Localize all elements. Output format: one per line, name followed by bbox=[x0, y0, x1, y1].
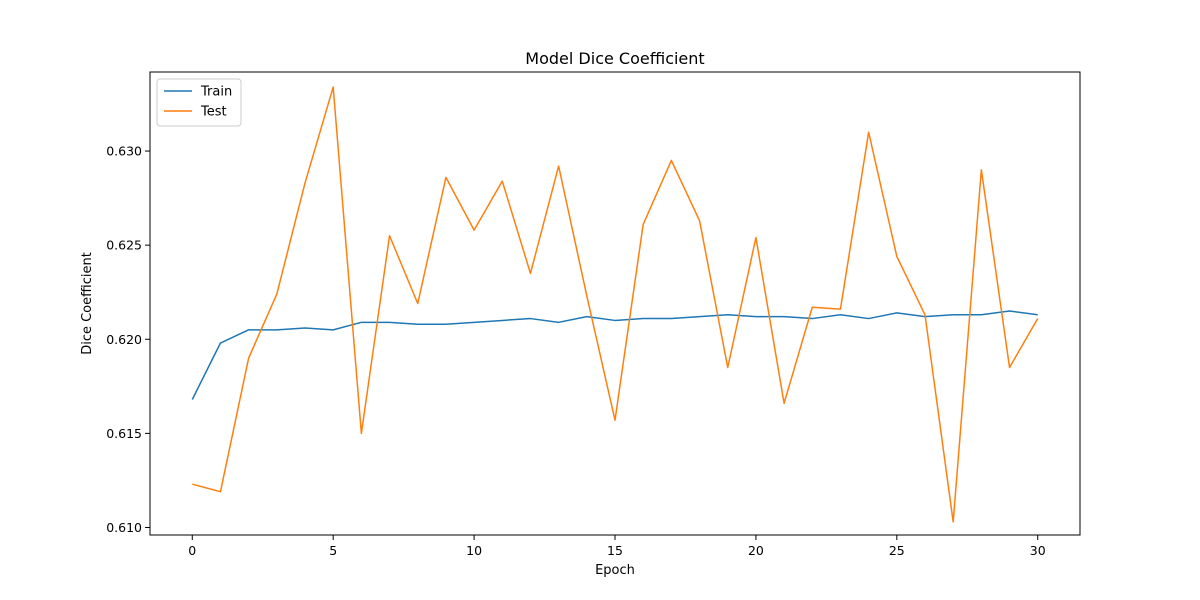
legend: Train Test bbox=[156, 78, 242, 127]
y-tick-label: 0.610 bbox=[106, 520, 142, 535]
y-axis-label: Dice Coefficient bbox=[80, 252, 95, 355]
x-axis-label: Epoch bbox=[595, 563, 635, 578]
x-tick-label: 15 bbox=[607, 543, 623, 558]
plot-area-frame bbox=[149, 71, 1081, 536]
series-line-train bbox=[191, 310, 1038, 400]
y-tick-label: 0.630 bbox=[106, 144, 142, 159]
x-tick-label: 25 bbox=[889, 543, 905, 558]
legend-label-train: Train bbox=[200, 85, 232, 100]
legend-label-test: Test bbox=[200, 105, 227, 120]
x-tick-label: 30 bbox=[1030, 543, 1046, 558]
series-line-test bbox=[192, 86, 1039, 523]
x-tick-label: 10 bbox=[466, 543, 482, 558]
x-tick-label: 20 bbox=[748, 543, 764, 558]
series-lines bbox=[191, 86, 1039, 523]
x-tick-label: 5 bbox=[329, 543, 337, 558]
y-tick-label: 0.615 bbox=[106, 426, 142, 441]
y-tick-label: 0.625 bbox=[106, 238, 142, 253]
x-tick-label: 0 bbox=[188, 543, 196, 558]
y-tick-label: 0.620 bbox=[106, 332, 142, 347]
axis-ticks: 0 5 10 15 20 25 30 0.610 0.615 0.620 0.625 0.630 bbox=[106, 144, 1046, 558]
chart-title: Model Dice Coefficient bbox=[525, 49, 704, 68]
